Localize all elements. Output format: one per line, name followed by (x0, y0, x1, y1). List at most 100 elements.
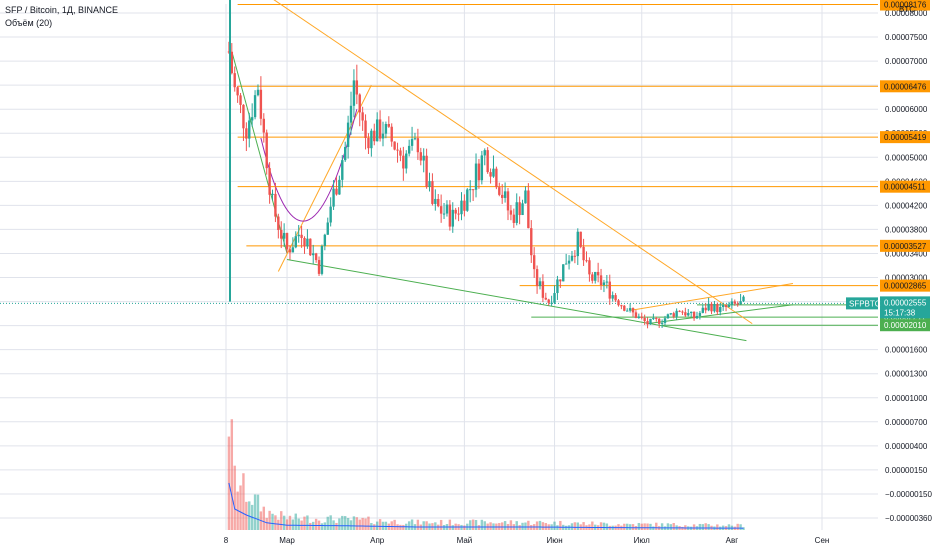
candle-body (457, 213, 460, 215)
candle (474, 153, 478, 198)
candle-body (611, 295, 614, 299)
candle-body (730, 301, 734, 305)
candle (396, 142, 399, 163)
candle (233, 66, 236, 92)
y-tick-label: 0.00003800 (885, 225, 928, 234)
trendline-rise (277, 84, 372, 272)
volume-bar (541, 522, 545, 530)
candle (370, 128, 373, 157)
volume-bar (294, 513, 297, 530)
candle-body (425, 155, 428, 187)
volume-bar (640, 523, 643, 530)
trendline-support (286, 258, 747, 342)
candle-body (498, 187, 501, 195)
candle (588, 257, 591, 282)
y-tick-label: 0.00000700 (885, 418, 928, 427)
candle-body (672, 313, 675, 317)
volume-bar (500, 522, 504, 530)
candle (297, 225, 300, 243)
candle-body (245, 128, 248, 139)
candle-body (312, 253, 315, 256)
candle (341, 155, 344, 188)
volume-bar (631, 524, 635, 530)
candle (532, 247, 536, 278)
volume-bar (425, 521, 428, 530)
volume-bar (637, 523, 641, 530)
candle-body (469, 189, 472, 191)
candle-body (588, 260, 591, 275)
volume-bar (626, 523, 629, 530)
volume-bar (288, 515, 292, 530)
candle (384, 121, 388, 139)
candle (596, 262, 600, 283)
candle (306, 229, 309, 249)
candle-body (567, 260, 571, 264)
candle (730, 298, 734, 309)
candle (442, 202, 446, 220)
candle-body (596, 271, 600, 276)
candle-body (628, 308, 632, 311)
volume-indicator-label[interactable]: Объём (20) (5, 18, 52, 28)
candle (445, 200, 449, 217)
volume-bar (233, 465, 236, 530)
candle-body (463, 200, 466, 211)
candle (678, 310, 681, 313)
candle-body (230, 51, 234, 74)
candle-body (582, 246, 585, 261)
candle-body (649, 318, 652, 325)
volume-bar (265, 517, 268, 530)
candle-body (652, 318, 655, 320)
volume-bar (515, 521, 518, 530)
volume-bar (390, 521, 393, 530)
volume-bar (375, 521, 379, 530)
candle-body (579, 231, 582, 247)
candle-body (434, 198, 437, 204)
candle (262, 113, 265, 143)
volume-bar (649, 523, 652, 530)
candle-body (559, 279, 562, 282)
candle (413, 132, 417, 141)
candle (317, 256, 321, 277)
candle-body (396, 149, 399, 151)
candle-body (407, 145, 411, 154)
volume-bar (704, 523, 707, 530)
volume-bar (518, 525, 521, 530)
candle-body (387, 124, 391, 127)
candle-body (306, 238, 309, 247)
candle (277, 213, 280, 239)
volume-bar (242, 473, 245, 530)
candle (512, 208, 516, 228)
candle (326, 217, 329, 235)
candle-body (509, 210, 513, 215)
candle (631, 307, 635, 317)
candle-body (445, 204, 449, 214)
candle-body (617, 300, 620, 306)
volume-bar (341, 515, 344, 530)
y-tick-label: 0.00008000 (885, 9, 928, 18)
candle (704, 303, 707, 314)
currency-badge: BTC (899, 5, 915, 14)
candle (439, 194, 443, 223)
candle (227, 41, 231, 54)
candle (524, 186, 527, 204)
candle-body (477, 163, 481, 181)
x-tick-label: Апр (370, 536, 385, 545)
candle-body (471, 189, 475, 191)
volume-bar (280, 511, 283, 530)
candle (628, 303, 632, 313)
candle (489, 168, 492, 184)
candle (530, 220, 533, 263)
volume-bar (469, 520, 472, 530)
price-tag-label: 0.00002010 (884, 321, 927, 330)
candle-body (480, 155, 484, 181)
candle-body (512, 214, 516, 223)
candle (477, 158, 481, 189)
grid (0, 4, 878, 530)
candle (637, 313, 641, 319)
candle (451, 202, 454, 233)
candle (713, 300, 716, 313)
volume-bar (335, 522, 338, 530)
y-tick-label: 0.00000400 (885, 442, 928, 451)
candle (434, 189, 437, 211)
